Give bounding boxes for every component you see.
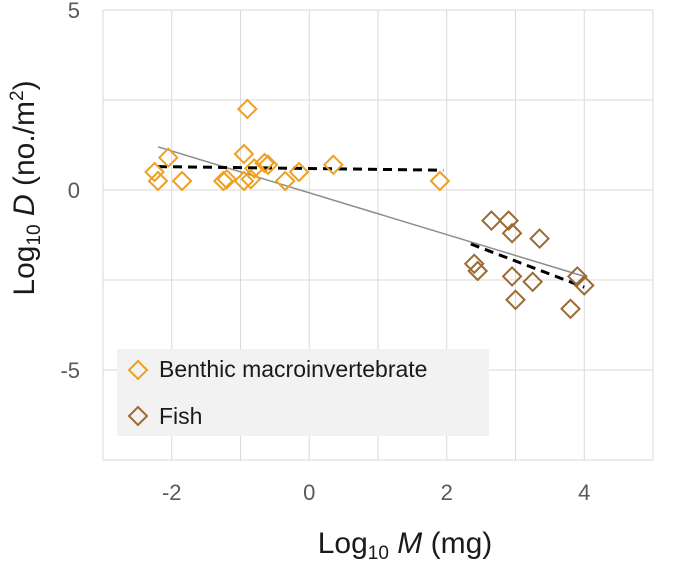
benthic-point <box>171 170 193 192</box>
benthic-point <box>212 170 234 192</box>
fit-line-fish <box>470 242 585 289</box>
fish-point <box>566 265 588 287</box>
benthic-point <box>322 154 344 176</box>
benthic-point <box>429 170 451 192</box>
benthic-point <box>288 161 310 183</box>
y-tick-label: 0 <box>68 178 80 203</box>
x-tick-label: 4 <box>578 480 590 505</box>
legend-marker-benthic <box>127 359 149 381</box>
fish-point <box>522 271 544 293</box>
benthic-point <box>233 170 255 192</box>
fish-point <box>463 253 485 275</box>
x-tick-label: -2 <box>162 480 182 505</box>
benthic-point <box>254 152 275 174</box>
y-axis-title: Log10 D (no./m2) <box>7 80 45 295</box>
x-tick-label: 2 <box>441 480 453 505</box>
x-tick-label: 0 <box>303 480 315 505</box>
benthic-point <box>274 170 296 192</box>
benthic-point <box>236 98 258 120</box>
fish-point <box>467 260 489 282</box>
fish-point <box>498 210 520 232</box>
legend-label-fish: Fish <box>159 403 202 429</box>
fish-point <box>505 289 526 311</box>
legend-marker-fish <box>127 405 149 427</box>
fish-point <box>529 228 550 250</box>
benthic-point <box>233 143 255 165</box>
fish-point <box>481 210 502 232</box>
x-axis-title: Log10 M (mg) <box>318 527 493 563</box>
benthic-point <box>216 168 238 190</box>
fit-line-overall <box>157 146 585 278</box>
fish-point <box>573 274 595 296</box>
fit-lines <box>157 146 585 289</box>
tick-labels: -2 0 2 4 5 0 -5 <box>60 0 590 505</box>
fish-point <box>501 265 523 287</box>
fit-line-benthic <box>157 165 444 172</box>
fish-point <box>501 222 523 244</box>
legend: Benthic macroinvertebrate Fish <box>117 349 489 436</box>
fish-point <box>560 298 581 320</box>
legend-background <box>117 349 489 436</box>
y-tick-label: -5 <box>60 358 80 383</box>
benthic-point <box>157 147 179 169</box>
legend-label-benthic: Benthic macroinvertebrate <box>159 356 427 382</box>
y-tick-label: 5 <box>68 0 80 23</box>
benthic-point <box>144 161 165 183</box>
benthic-point <box>147 170 169 192</box>
benthic-point <box>257 154 279 176</box>
data-points <box>144 98 595 320</box>
